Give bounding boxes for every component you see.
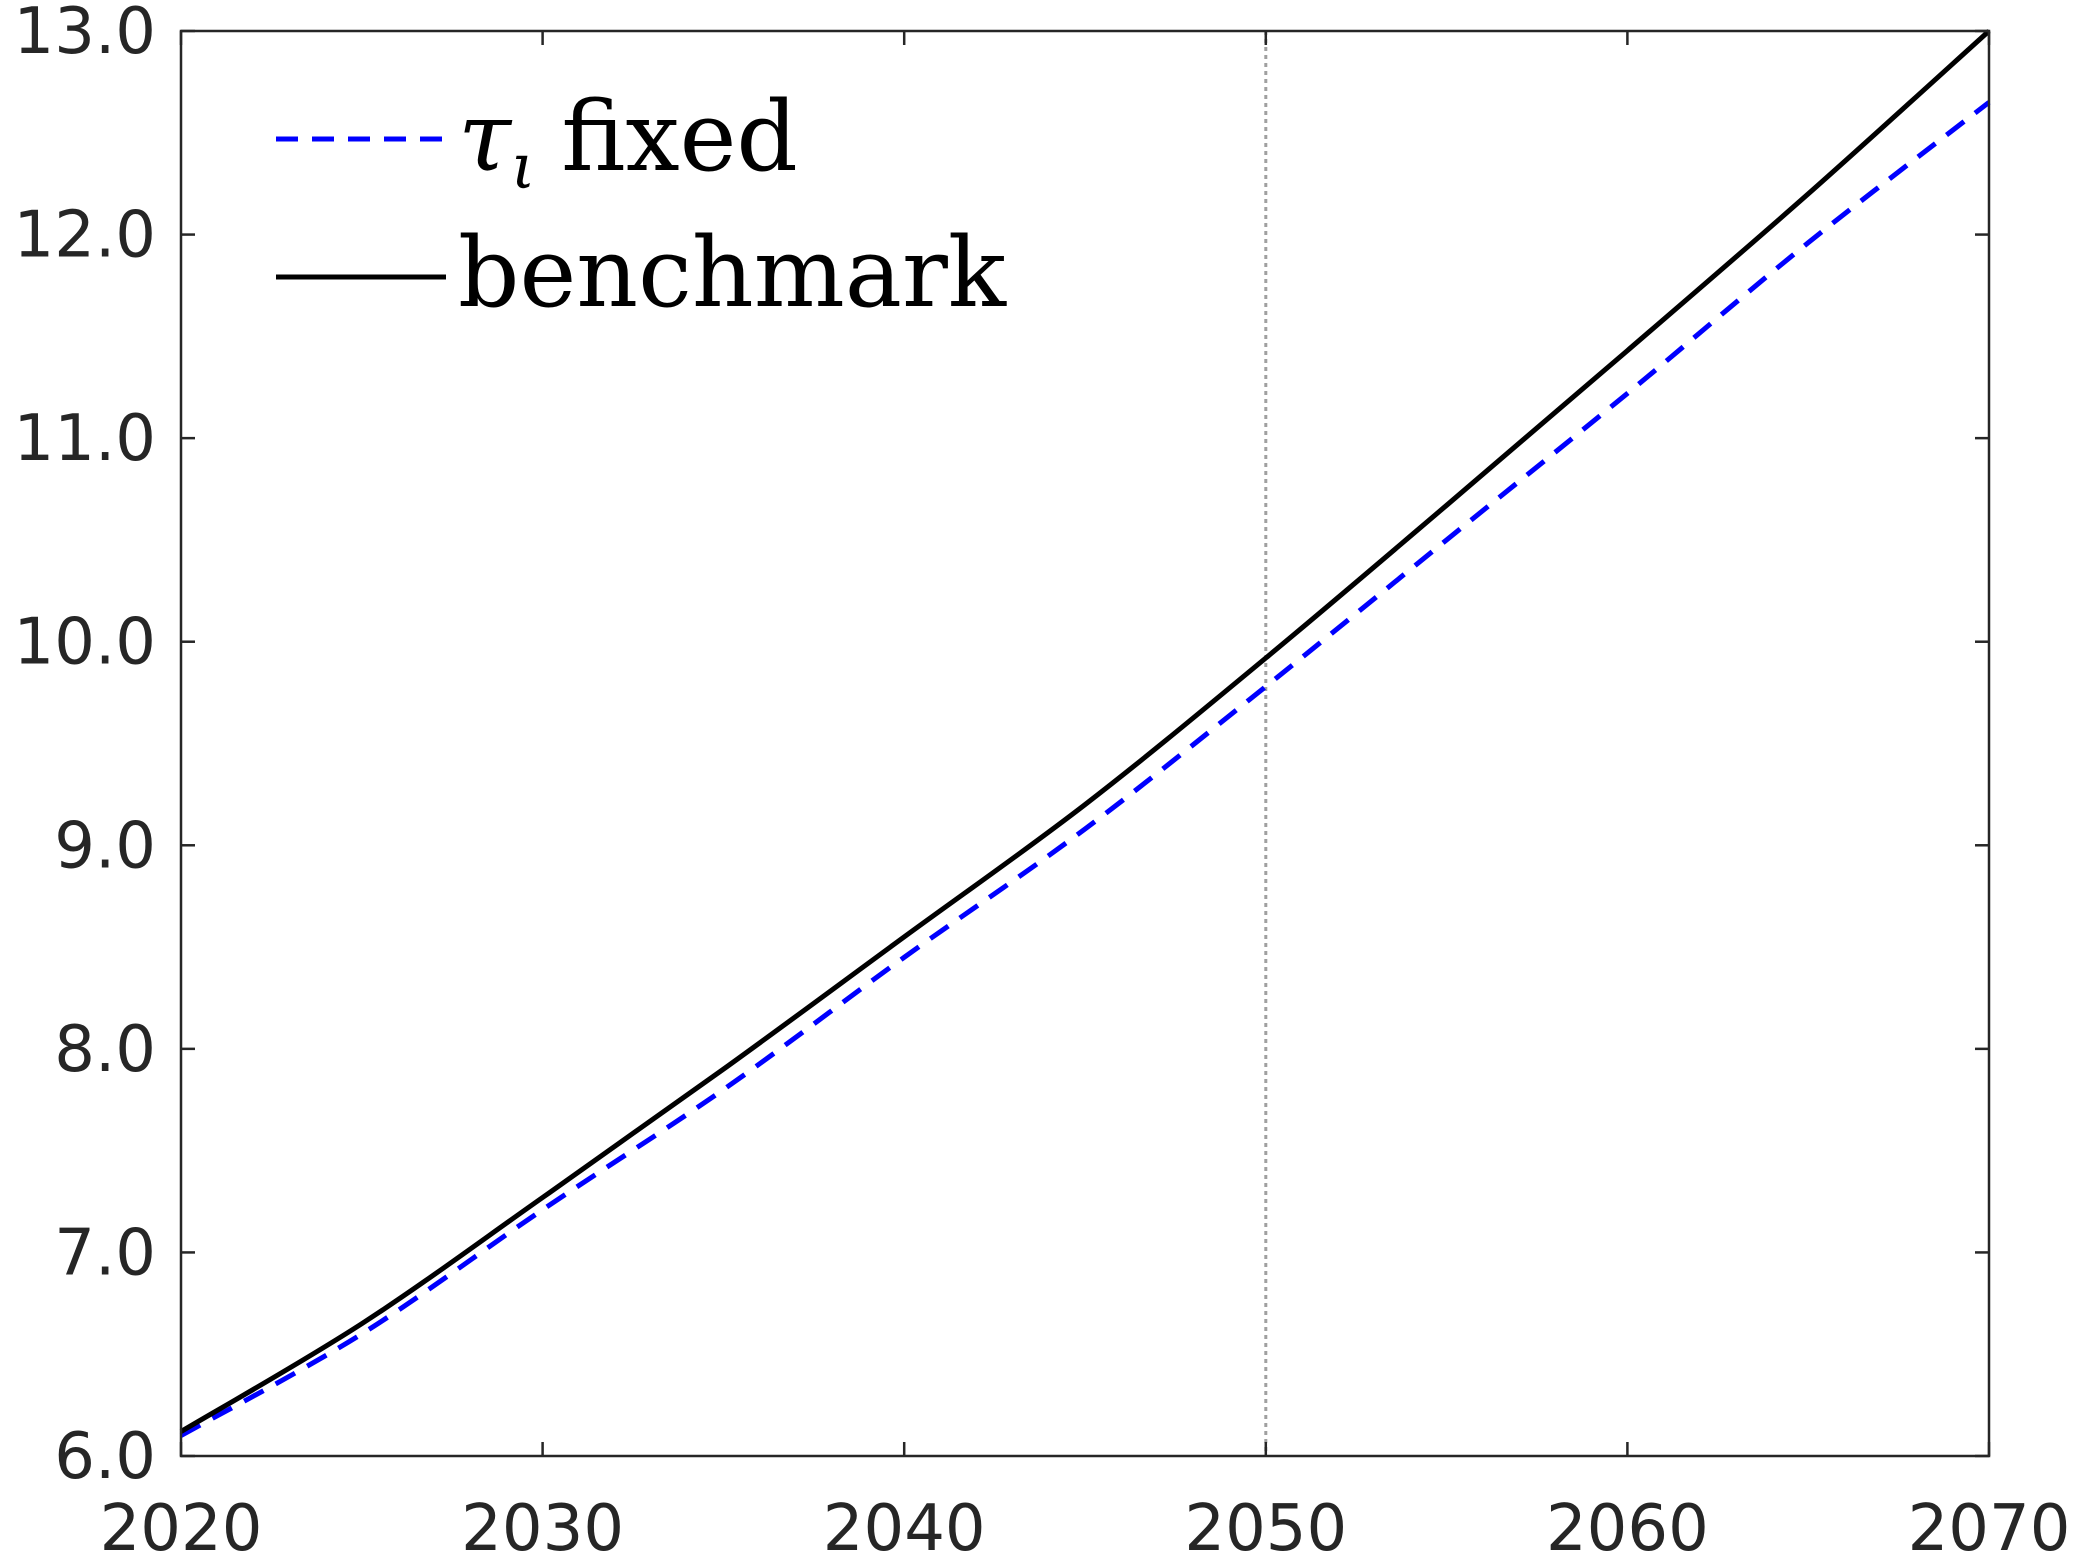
legend-tau-text: fixed xyxy=(561,81,797,193)
y-tick-label-12: 12.0 xyxy=(14,199,157,273)
y-tick-label-7: 7.0 xyxy=(54,1216,156,1290)
legend-label-benchmark: benchmark xyxy=(458,217,1007,329)
plot-frame xyxy=(179,29,1991,1458)
legend-tau-subscript: ι xyxy=(511,130,535,203)
series-line-tau-fixed xyxy=(179,100,1991,1438)
legend-tau-symbol: τ xyxy=(458,81,513,193)
legend-label-tau-fixed: τι fixed xyxy=(458,81,798,203)
y-tick-label-6: 6.0 xyxy=(54,1420,156,1494)
x-tick-label-2070: 2070 xyxy=(1908,1492,2071,1554)
x-tick-label-2050: 2050 xyxy=(1184,1492,1347,1554)
x-tick-label-2060: 2060 xyxy=(1546,1492,1709,1554)
legend: τι fixed benchmark xyxy=(276,81,1007,329)
y-tick-label-11: 11.0 xyxy=(14,402,157,476)
y-tick-label-10: 10.0 xyxy=(14,606,157,680)
x-tick-label-2020: 2020 xyxy=(100,1492,263,1554)
y-tick-label-13: 13.0 xyxy=(14,0,157,69)
series-line-benchmark xyxy=(179,29,1991,1434)
plot-area xyxy=(181,31,1989,1456)
tick-layer: 2020 2030 2040 2050 2060 2070 6.0 7.0 8.0 9.0 10.0… xyxy=(14,0,2071,1554)
y-tick-label-8: 8.0 xyxy=(54,1013,156,1087)
x-tick-label-2030: 2030 xyxy=(461,1492,624,1554)
series-layer xyxy=(179,29,1991,1438)
y-tick-label-9: 9.0 xyxy=(54,809,156,883)
x-tick-label-2040: 2040 xyxy=(823,1492,986,1554)
